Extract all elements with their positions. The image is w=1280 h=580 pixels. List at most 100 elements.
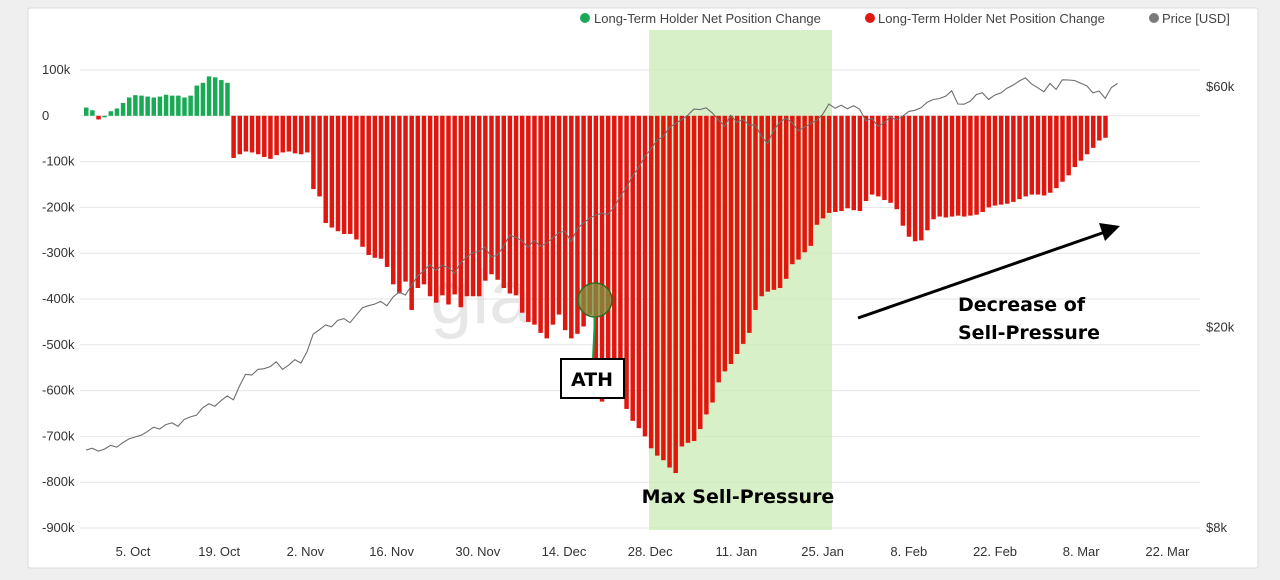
- bar-negative: [507, 115, 513, 294]
- y-tick-label: -400k: [42, 291, 75, 306]
- bar-positive: [182, 97, 187, 116]
- bar-positive: [114, 108, 120, 116]
- bar-negative: [495, 115, 500, 280]
- bar-negative: [992, 115, 998, 206]
- bar-negative: [790, 115, 795, 265]
- bar-negative: [1078, 115, 1084, 161]
- bar-negative: [1066, 115, 1071, 176]
- bar-negative: [925, 115, 930, 231]
- y-tick-label: -200k: [42, 199, 75, 214]
- bar-negative: [587, 115, 592, 315]
- x-tick-label: 8. Mar: [1063, 544, 1101, 559]
- bar-negative: [1041, 115, 1047, 196]
- bar-positive: [126, 97, 132, 116]
- bar-negative: [630, 115, 635, 421]
- bar-negative: [311, 115, 316, 190]
- bar-negative: [231, 115, 236, 158]
- bar-negative: [949, 115, 955, 217]
- bar-negative: [931, 115, 936, 220]
- y-tick-label: -600k: [42, 383, 75, 398]
- bar-negative: [403, 115, 408, 282]
- bar-negative: [415, 115, 421, 289]
- bar-positive: [225, 82, 230, 116]
- bar-negative: [274, 115, 279, 156]
- bar-negative: [1005, 115, 1010, 204]
- y-tick-label: -700k: [42, 428, 75, 443]
- y-right-tick-label: $20k: [1206, 319, 1235, 334]
- bar-negative: [882, 115, 887, 201]
- x-tick-label: 25. Jan: [801, 544, 844, 559]
- bar-negative: [427, 115, 433, 297]
- x-tick-label: 16. Nov: [369, 544, 414, 559]
- bar-negative: [839, 115, 844, 212]
- bar-negative: [341, 115, 347, 234]
- bar-negative: [783, 115, 789, 279]
- bar-negative: [556, 115, 562, 315]
- bar-negative: [980, 115, 985, 212]
- y-tick-label: -300k: [42, 245, 75, 260]
- bar-negative: [483, 115, 488, 281]
- ath-annotation: ATH: [560, 282, 625, 399]
- x-tick-label: 22. Mar: [1145, 544, 1190, 559]
- max-sell-pressure-label: Max Sell-Pressure: [642, 486, 835, 508]
- bar-negative: [378, 115, 384, 259]
- bar-negative: [1047, 115, 1053, 193]
- bar-negative: [863, 115, 869, 201]
- bar-positive: [139, 95, 144, 116]
- x-tick-label: 11. Jan: [716, 544, 758, 559]
- bar-negative: [262, 115, 267, 158]
- bar-negative: [268, 115, 273, 159]
- y-tick-label: 100k: [42, 62, 71, 77]
- bar-negative: [704, 115, 709, 415]
- bar-negative: [286, 115, 292, 152]
- decrease-label-line2: Sell-Pressure: [958, 322, 1100, 344]
- bar-negative: [648, 115, 654, 449]
- legend-item-lth-positive[interactable]: Long-Term Holder Net Position Change: [580, 11, 821, 26]
- bar-positive: [200, 82, 206, 116]
- bar-negative: [955, 115, 961, 216]
- bar-negative: [292, 115, 298, 154]
- bar-negative: [618, 115, 623, 396]
- bar-negative: [366, 115, 371, 256]
- bar-negative: [397, 115, 402, 294]
- bar-negative: [728, 115, 734, 365]
- y-tick-label: 0: [42, 108, 49, 123]
- y-axis-left: 100k 0 -100k -200k -300k -400k -500k -600k -700k…: [42, 62, 75, 535]
- max-sell-highlight: [649, 30, 832, 530]
- legend-item-price[interactable]: Price [USD]: [1149, 11, 1230, 26]
- bar-negative: [685, 115, 691, 443]
- bar-positive: [102, 115, 107, 118]
- bar-positive: [84, 107, 89, 116]
- bar-negative: [661, 115, 666, 461]
- bar-negative: [833, 115, 838, 212]
- x-tick-label: 8. Feb: [890, 544, 927, 559]
- bar-negative: [1011, 115, 1016, 202]
- bar-negative: [1054, 115, 1059, 189]
- y-axis-right: $60k $20k $8k: [1206, 79, 1235, 535]
- bar-negative: [538, 115, 543, 333]
- bar-negative: [710, 115, 715, 403]
- bar-negative: [655, 115, 660, 456]
- decrease-arrow-head: [1099, 223, 1120, 241]
- x-tick-label: 14. Dec: [542, 544, 587, 559]
- bar-negative: [851, 115, 856, 211]
- bar-negative: [734, 115, 740, 354]
- legend-item-lth-negative[interactable]: Long-Term Holder Net Position Change: [865, 11, 1105, 26]
- bar-negative: [968, 115, 973, 216]
- bar-negative: [624, 115, 629, 409]
- bar-negative: [808, 115, 814, 246]
- decrease-label-line1: Decrease of: [958, 294, 1086, 316]
- bar-negative: [802, 115, 807, 253]
- bar-negative: [906, 115, 912, 237]
- bar-negative: [464, 115, 470, 297]
- x-axis: 5. Oct 19. Oct 2. Nov 16. Nov 30. Nov 14. Dec…: [116, 544, 1190, 559]
- bar-positive: [188, 95, 193, 116]
- decrease-arrow-shaft: [857, 229, 1109, 320]
- bar-negative: [820, 115, 826, 219]
- bar-negative: [452, 115, 457, 295]
- bar-negative: [943, 115, 949, 218]
- bar-negative: [323, 115, 328, 223]
- bar-negative: [305, 115, 310, 153]
- y-tick-label: -800k: [42, 474, 75, 489]
